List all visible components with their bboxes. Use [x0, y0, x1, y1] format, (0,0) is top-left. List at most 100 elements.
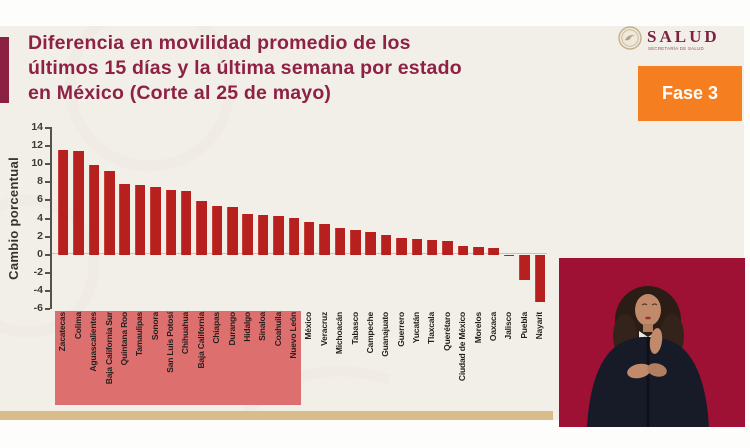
x-label-slot: Querétaro [439, 312, 454, 404]
y-tick-label: 14 [31, 121, 43, 133]
x-label: Chihuahua [180, 312, 191, 355]
y-tick-mark [45, 163, 50, 166]
x-label: Puebla [518, 312, 529, 339]
sign-language-interpreter-video [559, 258, 745, 427]
y-tick-label: -4 [33, 283, 43, 296]
x-label: Veracruz [318, 312, 329, 346]
x-label-slot: Nuevo León [286, 312, 301, 404]
bar-Quintana Roo [119, 184, 130, 255]
x-label: Aguascalientes [88, 312, 99, 372]
x-label-slot: Sinaloa [255, 312, 270, 404]
y-axis-line [50, 127, 52, 309]
y-tick-mark [45, 199, 50, 202]
bar-Sinaloa [257, 214, 269, 255]
x-label: Ciudad de México [457, 312, 468, 382]
x-label-slot: Sonora [147, 312, 162, 404]
bar-Durango [227, 206, 238, 255]
x-label-slot: Guerrero [393, 312, 408, 404]
logo-subtitle: SECRETARÍA DE SALUD [648, 47, 704, 52]
bar-Jalisco [503, 254, 515, 257]
bar-Veracruz [319, 223, 330, 255]
x-label-slot: Chiapas [209, 312, 224, 404]
x-label-slot: Tlaxcala [424, 312, 439, 404]
bar-Baja California Sur [104, 170, 115, 255]
x-label-slot: Tabasco [347, 312, 362, 404]
x-label: Quintana Roo [118, 312, 129, 366]
title-line-2: últimos 15 días y la última semana por e… [28, 57, 462, 79]
bar-Zacatecas [57, 149, 69, 255]
x-label: Zacatecas [57, 312, 68, 352]
y-tick-mark [45, 145, 50, 148]
x-label: Yucatán [411, 312, 422, 344]
bar-Oaxaca [488, 248, 499, 255]
x-label: Hidalgo [241, 312, 252, 342]
x-label: Chiapas [211, 312, 222, 344]
bar-Chihuahua [180, 191, 192, 255]
x-label: México [303, 312, 314, 340]
x-label-slot: Chihuahua [178, 312, 193, 404]
x-label-slot: Morelos [470, 312, 485, 404]
x-label: Querétaro [441, 312, 452, 351]
y-tick-label: 2 [37, 229, 43, 242]
x-label-slot: Colima [70, 312, 85, 404]
y-tick-mark [45, 235, 50, 238]
x-label-slot: Ciudad de México [455, 312, 470, 404]
y-tick-mark [45, 271, 50, 274]
logo-name: SALUD [647, 27, 720, 46]
bar-San Luis Potosí [165, 189, 177, 255]
x-label-slot: Jalisco [501, 312, 516, 404]
bar-Guanajuato [380, 234, 392, 255]
y-tick-label: 10 [31, 157, 43, 170]
x-label-slot: Zacatecas [55, 312, 70, 404]
x-label-slot: Campeche [363, 312, 378, 404]
salud-logo: SALUD SECRETARÍA DE SALUD [616, 24, 744, 56]
x-label-slot: Veracruz [316, 312, 331, 404]
y-tick-label: -6 [33, 302, 43, 314]
x-label-slot: Nayarit [532, 312, 547, 404]
x-label-slot: San Luis Potosí [163, 312, 178, 404]
x-label-slot: Hidalgo [240, 312, 255, 404]
x-label-slot: Michoacán [332, 312, 347, 404]
x-label: Guerrero [395, 312, 406, 347]
x-label-slot: Coahuila [270, 312, 285, 404]
x-label: Nuevo León [288, 312, 299, 359]
zero-baseline [52, 253, 547, 254]
bar-Tlaxcala [426, 240, 438, 255]
bar-México [303, 222, 315, 255]
bar-Baja California [196, 201, 207, 255]
title-line-3: en México (Corte al 25 de mayo) [28, 82, 332, 104]
x-label: Tamaulipas [134, 312, 145, 357]
bar-Nayarit [534, 254, 546, 302]
eagle-emblem-icon [618, 26, 642, 50]
y-tick-label: 8 [37, 175, 43, 188]
y-tick-mark [45, 181, 50, 184]
bar-Sonora [150, 186, 161, 255]
y-tick-label: 12 [31, 139, 43, 152]
x-label-slot: Aguascalientes [86, 312, 101, 404]
y-tick-mark [45, 217, 50, 220]
bar-Tamaulipas [134, 185, 146, 255]
bar-Tabasco [350, 230, 361, 255]
x-label: Michoacán [334, 312, 345, 355]
bar-Aguascalientes [88, 165, 100, 255]
bar-Michoacán [334, 227, 346, 255]
x-label: Oaxaca [487, 312, 498, 342]
bar-Coahuila [273, 215, 284, 255]
bar-Ciudad de México [457, 245, 469, 255]
y-tick-label: 0 [37, 247, 43, 260]
bar-Campeche [365, 232, 376, 255]
bar-Hidalgo [242, 213, 253, 255]
bar-Yucatán [411, 239, 423, 255]
bar-Colima [73, 150, 84, 255]
x-label: San Luis Potosí [165, 312, 176, 373]
x-label-slot: Tamaulipas [132, 312, 147, 404]
highlighted-states-band [55, 311, 301, 405]
x-label-slot: México [301, 312, 316, 404]
x-label: Guanajuato [380, 312, 391, 357]
phase-badge: Fase 3 [638, 66, 742, 121]
x-label: Sinaloa [257, 312, 268, 341]
bar-Morelos [473, 246, 484, 255]
x-label: Sonora [149, 312, 160, 341]
bar-Nuevo León [288, 217, 300, 255]
